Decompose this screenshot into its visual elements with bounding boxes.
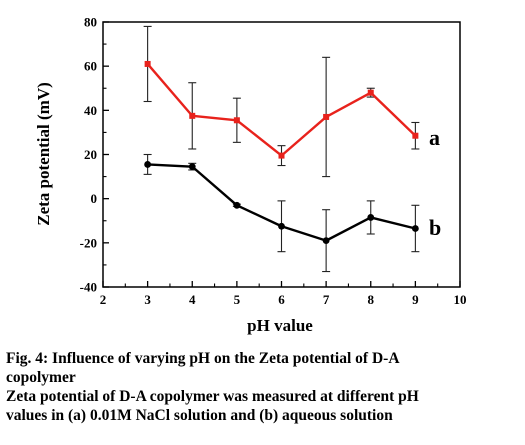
data-point: [144, 161, 152, 168]
data-point: [144, 60, 151, 67]
data-point: [412, 132, 419, 139]
y-axis-label: Zeta potential (mV): [34, 82, 53, 226]
x-tick-label: 5: [234, 292, 241, 307]
caption-line-1: Fig. 4: Influence of varying pH on the Z…: [6, 350, 400, 367]
x-tick-label: 4: [189, 292, 196, 307]
x-tick-label: 8: [368, 292, 375, 307]
y-tick-label: 60: [84, 59, 97, 74]
caption-line-3: Zeta potential of D-A copolymer was meas…: [6, 388, 419, 405]
data-point: [323, 113, 330, 120]
series-layer: [143, 25, 420, 273]
zeta-potential-chart: 2 3 4 5 6 7 8 9 10 -40 -20 0 20 40 60 80 pH value Zeta …: [34, 15, 467, 336]
data-point: [322, 237, 330, 245]
series-b-label: b: [429, 215, 441, 240]
series-a-label: a: [429, 125, 440, 150]
y-tick-label: -20: [80, 235, 97, 250]
data-point: [189, 112, 196, 119]
data-point: [411, 225, 419, 232]
axis-tick-labels: 2 3 4 5 6 7 8 9 10 -40 -20 0 20 40 60 80: [80, 15, 467, 308]
y-tick-label: 80: [84, 15, 97, 30]
x-tick-label: 3: [144, 292, 151, 307]
data-point: [278, 152, 285, 159]
y-tick-label: 0: [91, 191, 98, 206]
figure-caption: Fig. 4: Influence of varying pH on the Z…: [6, 349, 521, 425]
caption-line-4: values in (a) 0.01M NaCl solution and (b…: [6, 407, 393, 424]
x-tick-label: 10: [454, 292, 467, 307]
data-point: [188, 163, 196, 171]
y-tick-label: 20: [84, 147, 97, 162]
axis-ticks: [102, 21, 461, 288]
data-point: [278, 222, 285, 230]
x-tick-label: 6: [278, 292, 285, 307]
x-tick-label: 7: [323, 292, 330, 307]
data-point: [233, 201, 241, 209]
series-a: [143, 25, 420, 178]
data-point: [367, 89, 374, 96]
x-axis-label: pH value: [247, 316, 313, 335]
series-line: [146, 63, 417, 157]
y-tick-label: -40: [80, 280, 97, 295]
y-tick-label: 40: [84, 103, 97, 118]
data-point: [233, 117, 240, 124]
data-point: [367, 214, 375, 221]
caption-line-2: copolymer: [6, 369, 76, 386]
series-b: [143, 153, 420, 273]
x-tick-label: 2: [100, 292, 107, 307]
x-tick-label: 9: [412, 292, 419, 307]
